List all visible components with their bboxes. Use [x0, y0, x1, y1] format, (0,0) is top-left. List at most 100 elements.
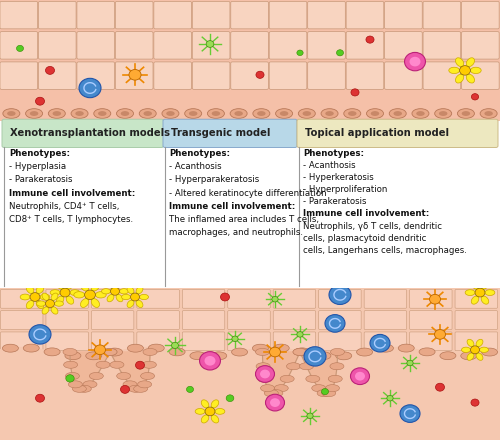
FancyBboxPatch shape [273, 290, 316, 308]
FancyBboxPatch shape [423, 1, 461, 29]
FancyBboxPatch shape [462, 1, 499, 29]
Ellipse shape [26, 109, 42, 118]
Ellipse shape [169, 348, 185, 356]
Circle shape [400, 405, 420, 422]
FancyBboxPatch shape [231, 62, 268, 89]
Text: - Parakeratosis: - Parakeratosis [9, 176, 72, 184]
Ellipse shape [480, 109, 497, 118]
Text: - Parakeratosis: - Parakeratosis [303, 197, 366, 206]
Ellipse shape [94, 109, 111, 118]
Ellipse shape [190, 352, 206, 359]
Ellipse shape [264, 389, 278, 396]
FancyBboxPatch shape [273, 332, 316, 351]
FancyBboxPatch shape [308, 62, 346, 89]
Circle shape [79, 78, 101, 98]
Ellipse shape [122, 294, 130, 300]
Text: - Hyperplasia: - Hyperplasia [9, 162, 66, 171]
Text: - Altered keratinocyte differentiation: - Altered keratinocyte differentiation [169, 189, 326, 198]
FancyBboxPatch shape [273, 311, 316, 330]
Ellipse shape [294, 348, 310, 356]
Ellipse shape [123, 381, 137, 388]
Text: Neutrophils, γδ T cells, dendritic: Neutrophils, γδ T cells, dendritic [303, 221, 442, 231]
Circle shape [351, 89, 359, 96]
Ellipse shape [256, 363, 270, 370]
Ellipse shape [65, 352, 81, 359]
Text: Phenotypes:: Phenotypes: [169, 149, 230, 158]
Text: - Acanthosis: - Acanthosis [303, 161, 356, 170]
FancyBboxPatch shape [346, 62, 384, 89]
Ellipse shape [482, 348, 498, 356]
Ellipse shape [71, 109, 88, 118]
Polygon shape [262, 352, 338, 394]
Ellipse shape [317, 389, 331, 396]
Ellipse shape [56, 281, 64, 289]
Ellipse shape [466, 74, 474, 83]
Polygon shape [70, 352, 150, 389]
Circle shape [270, 398, 280, 407]
Ellipse shape [412, 109, 429, 118]
Ellipse shape [128, 344, 144, 352]
Ellipse shape [202, 415, 209, 423]
Ellipse shape [36, 301, 46, 306]
Ellipse shape [162, 109, 179, 118]
Ellipse shape [344, 109, 361, 118]
FancyBboxPatch shape [38, 62, 76, 89]
Ellipse shape [66, 281, 74, 289]
FancyBboxPatch shape [346, 1, 384, 29]
Ellipse shape [90, 373, 104, 380]
Text: - Acanthosis: - Acanthosis [169, 162, 222, 171]
Ellipse shape [116, 109, 134, 118]
Ellipse shape [484, 111, 493, 116]
Circle shape [60, 288, 70, 297]
Ellipse shape [127, 286, 134, 294]
Circle shape [434, 330, 446, 339]
Ellipse shape [7, 111, 16, 116]
FancyBboxPatch shape [308, 32, 346, 59]
FancyBboxPatch shape [182, 311, 225, 330]
Ellipse shape [76, 111, 84, 116]
Ellipse shape [195, 408, 205, 414]
Ellipse shape [44, 348, 60, 356]
Circle shape [16, 45, 24, 51]
Ellipse shape [139, 109, 156, 118]
FancyBboxPatch shape [163, 119, 297, 147]
Circle shape [355, 372, 365, 381]
Circle shape [430, 294, 440, 304]
Ellipse shape [470, 67, 481, 73]
Ellipse shape [472, 281, 479, 289]
Ellipse shape [116, 294, 123, 302]
Ellipse shape [257, 111, 266, 116]
Ellipse shape [232, 348, 248, 356]
Ellipse shape [356, 348, 372, 356]
FancyBboxPatch shape [192, 62, 230, 89]
Ellipse shape [103, 348, 117, 356]
Circle shape [304, 347, 326, 366]
Ellipse shape [68, 381, 82, 388]
FancyBboxPatch shape [38, 32, 76, 59]
FancyBboxPatch shape [0, 32, 38, 59]
Ellipse shape [321, 109, 338, 118]
Text: Topical application model: Topical application model [305, 128, 449, 138]
Text: - Hyperproliferation: - Hyperproliferation [303, 185, 388, 194]
FancyBboxPatch shape [269, 32, 307, 59]
Ellipse shape [273, 344, 289, 352]
FancyBboxPatch shape [423, 62, 461, 89]
Ellipse shape [212, 111, 220, 116]
Circle shape [36, 97, 44, 105]
Ellipse shape [456, 58, 464, 66]
FancyBboxPatch shape [77, 32, 114, 59]
Circle shape [472, 94, 478, 100]
Text: Neutrophils, CD4⁺ T cells,: Neutrophils, CD4⁺ T cells, [9, 202, 120, 211]
Ellipse shape [107, 281, 114, 288]
FancyBboxPatch shape [423, 32, 461, 59]
Ellipse shape [300, 363, 314, 370]
Ellipse shape [293, 348, 307, 356]
Ellipse shape [83, 381, 97, 388]
Circle shape [206, 40, 214, 48]
Ellipse shape [120, 289, 128, 294]
Ellipse shape [258, 375, 272, 382]
Ellipse shape [80, 282, 88, 291]
Text: cells, Langerhans cells, macrophages.: cells, Langerhans cells, macrophages. [303, 246, 467, 255]
FancyBboxPatch shape [0, 332, 43, 351]
Ellipse shape [144, 111, 152, 116]
